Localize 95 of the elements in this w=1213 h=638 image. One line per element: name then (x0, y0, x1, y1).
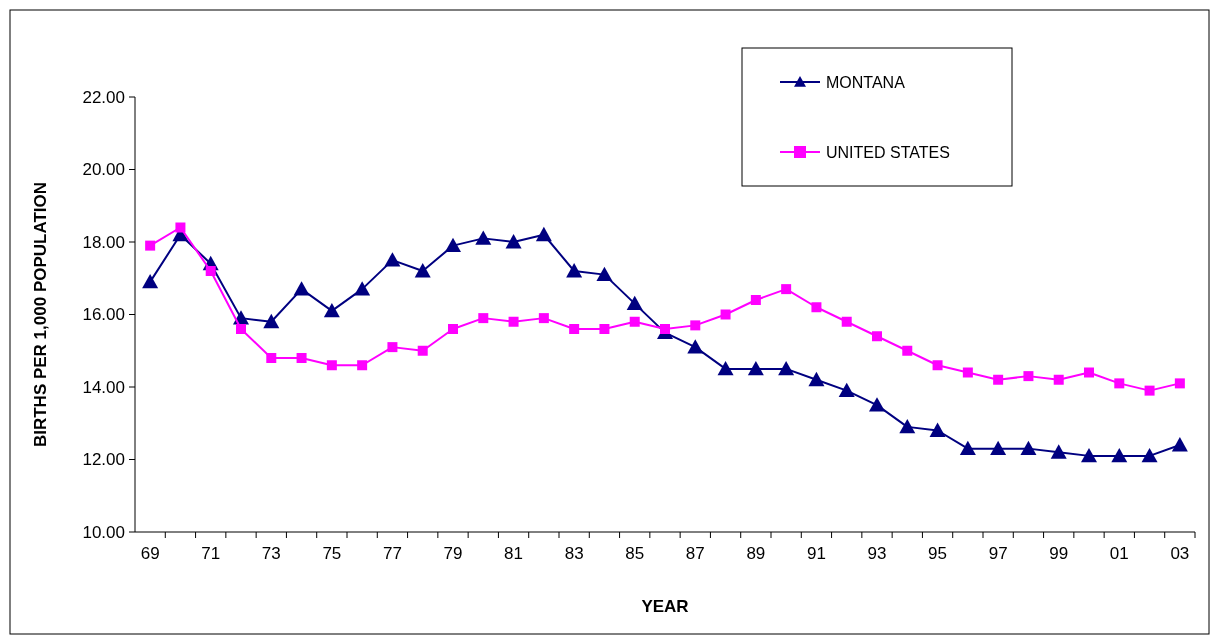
point (263, 313, 280, 329)
point (781, 284, 792, 295)
x-tick-label: 83 (564, 544, 584, 563)
point (323, 302, 340, 318)
x-tick-label: 85 (625, 544, 645, 563)
point (811, 302, 822, 313)
x-tick-label: 79 (443, 544, 463, 563)
point (475, 230, 492, 245)
point (414, 263, 431, 278)
y-tick-label: 20.00 (82, 160, 125, 180)
point (326, 360, 337, 371)
x-tick-label: 01 (1109, 544, 1129, 563)
point (720, 309, 731, 320)
point (660, 324, 670, 334)
point (266, 353, 277, 363)
point (384, 252, 401, 267)
point (205, 266, 216, 276)
point (869, 397, 885, 412)
x-axis-title: YEAR (641, 597, 689, 616)
x-tick-label: 93 (867, 544, 887, 563)
point (750, 295, 761, 305)
point (1174, 378, 1185, 389)
point (538, 313, 549, 324)
y-tick-label: 12.00 (82, 450, 125, 470)
point (993, 374, 1004, 385)
point (629, 316, 640, 327)
point (1111, 447, 1128, 463)
point (569, 324, 580, 334)
x-tick-label: 73 (261, 544, 281, 563)
point (508, 316, 519, 327)
point (747, 360, 764, 376)
point (717, 360, 734, 376)
y-tick-label: 14.00 (82, 377, 125, 397)
point (1023, 371, 1034, 382)
point (841, 316, 852, 327)
y-tick-label: 10.00 (82, 522, 125, 542)
point (1171, 437, 1188, 452)
point (626, 295, 643, 311)
point (1084, 367, 1094, 378)
y-tick-label: 16.00 (82, 305, 125, 325)
point (1081, 447, 1097, 463)
point (902, 345, 913, 356)
y-axis-title: BIRTHS PER 1,000 POPULATION (31, 181, 50, 448)
y-tick-label: 22.00 (82, 87, 125, 107)
point (142, 273, 159, 289)
x-tick-label: 87 (685, 544, 705, 563)
y-tick-label: 18.00 (82, 232, 125, 252)
point (445, 237, 461, 253)
x-tick-label: 97 (988, 544, 1008, 563)
point (932, 360, 943, 371)
point (596, 266, 613, 282)
legend-label: UNITED STATES (826, 143, 950, 161)
x-tick-label: 95 (928, 544, 948, 563)
point (1144, 385, 1155, 396)
x-tick-label: 75 (322, 544, 342, 563)
point (1050, 444, 1067, 459)
x-tick-label: 03 (1170, 544, 1190, 563)
x-tick-label: 91 (806, 544, 826, 563)
point (899, 418, 916, 434)
x-tick-label: 71 (201, 544, 221, 563)
point (687, 339, 704, 354)
x-tick-label: 81 (504, 544, 524, 563)
point (990, 440, 1007, 456)
legend-label: MONTANA (826, 73, 906, 91)
x-tick-label: 99 (1049, 544, 1069, 563)
point (478, 313, 489, 324)
point (236, 324, 246, 334)
point (959, 440, 976, 456)
point (962, 367, 973, 378)
point (1020, 440, 1037, 456)
point (1053, 374, 1064, 385)
point (296, 353, 307, 363)
point (566, 263, 583, 278)
point (175, 222, 186, 233)
point (448, 324, 458, 334)
point (808, 371, 825, 387)
point (293, 281, 310, 296)
point (354, 281, 371, 296)
point (417, 345, 428, 356)
point (1141, 447, 1158, 463)
point (1114, 378, 1125, 389)
point (535, 226, 552, 242)
point (872, 331, 882, 342)
x-tick-label: 77 (382, 544, 402, 563)
point (929, 422, 946, 437)
point (145, 240, 156, 251)
point (778, 360, 795, 376)
point (387, 342, 398, 353)
point (505, 234, 522, 249)
x-tick-label: 89 (746, 544, 766, 563)
point (599, 324, 610, 334)
point (357, 360, 368, 371)
point (838, 382, 855, 398)
point (690, 320, 701, 331)
x-tick-label: 69 (140, 544, 160, 563)
